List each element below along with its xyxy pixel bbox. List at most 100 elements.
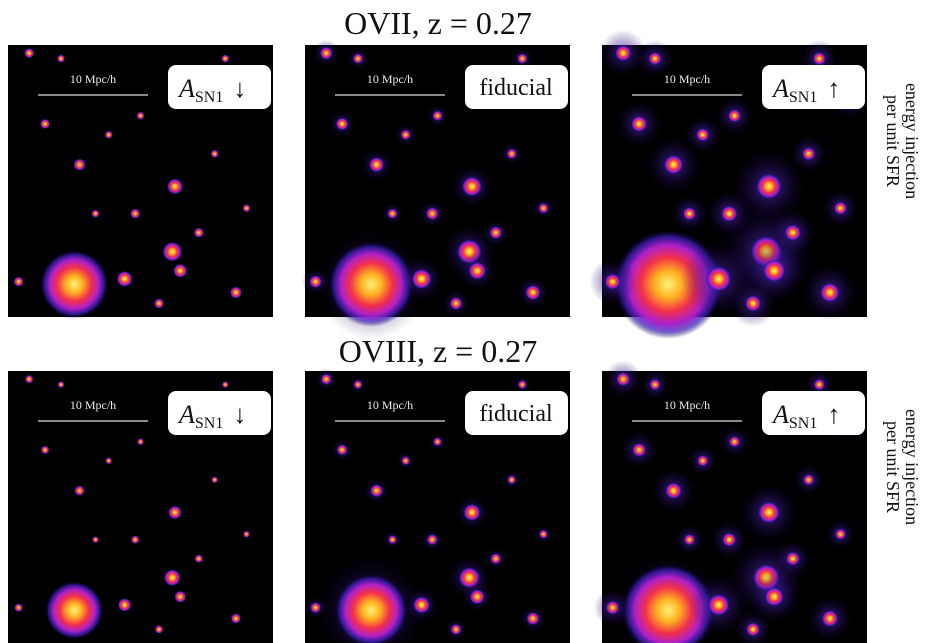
gas-blob bbox=[24, 48, 34, 58]
gas-blob bbox=[462, 176, 482, 196]
gas-blob bbox=[803, 474, 814, 485]
row-title: OVIII, z = 0.27 bbox=[339, 333, 537, 369]
gas-blob bbox=[721, 206, 737, 222]
gas-blob bbox=[221, 55, 229, 63]
gas-blob bbox=[14, 277, 24, 287]
gas-blob bbox=[802, 147, 815, 160]
gas-blob bbox=[174, 591, 186, 603]
gas-blob bbox=[231, 613, 241, 623]
scale-label: 10 Mpc/h bbox=[367, 72, 413, 86]
gas-blob bbox=[697, 455, 708, 466]
gas-blob bbox=[137, 112, 145, 120]
gas-blob bbox=[539, 530, 548, 539]
gas-blob bbox=[463, 504, 480, 521]
side-label: energy injectionper unit SFR bbox=[883, 409, 922, 525]
label-subscript: SN1 bbox=[789, 89, 817, 106]
gas-blob bbox=[195, 554, 204, 563]
gas-blob bbox=[451, 624, 462, 635]
label-subscript: SN1 bbox=[195, 89, 223, 106]
gas-blob bbox=[616, 372, 630, 386]
gas-blob bbox=[388, 535, 397, 544]
gas-blob bbox=[168, 506, 182, 520]
label-subscript: SN1 bbox=[195, 415, 223, 432]
gas-blob bbox=[369, 157, 384, 172]
gas-blob bbox=[243, 531, 250, 538]
label-symbol: A bbox=[177, 74, 195, 103]
gas-blob bbox=[41, 446, 50, 455]
gas-blob bbox=[649, 52, 662, 65]
gas-blob bbox=[211, 150, 219, 158]
gas-blob bbox=[353, 54, 363, 64]
panel-label: fiducial bbox=[479, 401, 553, 427]
scale-label: 10 Mpc/h bbox=[367, 398, 413, 412]
gas-blob bbox=[507, 149, 517, 159]
gas-blob bbox=[321, 374, 332, 385]
gas-blob bbox=[92, 536, 99, 543]
gas-blob bbox=[105, 131, 113, 139]
scale-label: 10 Mpc/h bbox=[664, 398, 710, 412]
gas-blob bbox=[835, 529, 846, 540]
gas-blob bbox=[173, 264, 187, 278]
gas-blob bbox=[155, 625, 164, 634]
gas-blob bbox=[756, 174, 782, 200]
gas-blob bbox=[834, 202, 847, 215]
map-panel: 10 Mpc/h fiducial bbox=[305, 368, 570, 643]
gas-blob bbox=[527, 612, 540, 625]
gas-blob bbox=[433, 111, 443, 121]
gas-blob bbox=[14, 603, 23, 612]
gas-blob bbox=[211, 476, 218, 483]
gas-blob bbox=[243, 204, 251, 212]
gas-blob bbox=[632, 443, 646, 457]
gas-blob bbox=[631, 116, 647, 132]
map-panel: 10 Mpc/h fiducial bbox=[302, 40, 570, 340]
label-symbol: A bbox=[771, 74, 789, 103]
gas-blob bbox=[131, 535, 140, 544]
gas-blob bbox=[539, 203, 549, 213]
scale-label: 10 Mpc/h bbox=[70, 398, 116, 412]
gas-blob bbox=[664, 155, 683, 174]
label-symbol: A bbox=[177, 400, 195, 429]
gas-blob bbox=[309, 275, 322, 288]
gas-blob bbox=[57, 55, 65, 63]
gas-blob bbox=[684, 534, 695, 545]
gas-blob bbox=[758, 502, 780, 524]
label-arrow: ↑ bbox=[827, 400, 840, 429]
figure: OVII, z = 0.2710 Mpc/hASN1↓10 Mpc/hfiduc… bbox=[0, 0, 934, 643]
gas-blob bbox=[683, 207, 696, 220]
gas-blob bbox=[507, 476, 516, 485]
gas-blob bbox=[25, 375, 34, 384]
gas-blob bbox=[765, 587, 784, 606]
gas-blob bbox=[74, 486, 84, 496]
panel-label: fiducial bbox=[479, 75, 553, 101]
gas-blob bbox=[336, 118, 349, 131]
gas-blob bbox=[605, 274, 621, 290]
gas-blob bbox=[387, 209, 397, 219]
gas-blob bbox=[426, 207, 439, 220]
scale-label: 10 Mpc/h bbox=[664, 72, 710, 86]
gas-blob bbox=[40, 119, 50, 129]
gas-blob bbox=[154, 298, 164, 308]
gas-blob bbox=[450, 297, 463, 310]
label-symbol: A bbox=[771, 400, 789, 429]
gas-blob bbox=[118, 598, 132, 612]
side-label-line: per unit SFR bbox=[883, 421, 903, 513]
label-arrow: ↓ bbox=[233, 74, 246, 103]
gas-blob bbox=[74, 159, 86, 171]
gas-blob bbox=[91, 210, 99, 218]
gas-blob bbox=[337, 445, 348, 456]
gas-blob bbox=[130, 209, 140, 219]
gas-blob bbox=[785, 225, 801, 241]
gas-blob bbox=[763, 260, 785, 282]
gas-blob bbox=[615, 45, 631, 61]
gas-blob bbox=[525, 285, 540, 300]
side-label-line: energy injection bbox=[902, 83, 922, 199]
gas-blob bbox=[413, 596, 430, 613]
gas-blob bbox=[117, 271, 133, 287]
gas-blob bbox=[401, 130, 411, 140]
gas-blob bbox=[164, 569, 181, 586]
gas-blob bbox=[105, 457, 112, 464]
